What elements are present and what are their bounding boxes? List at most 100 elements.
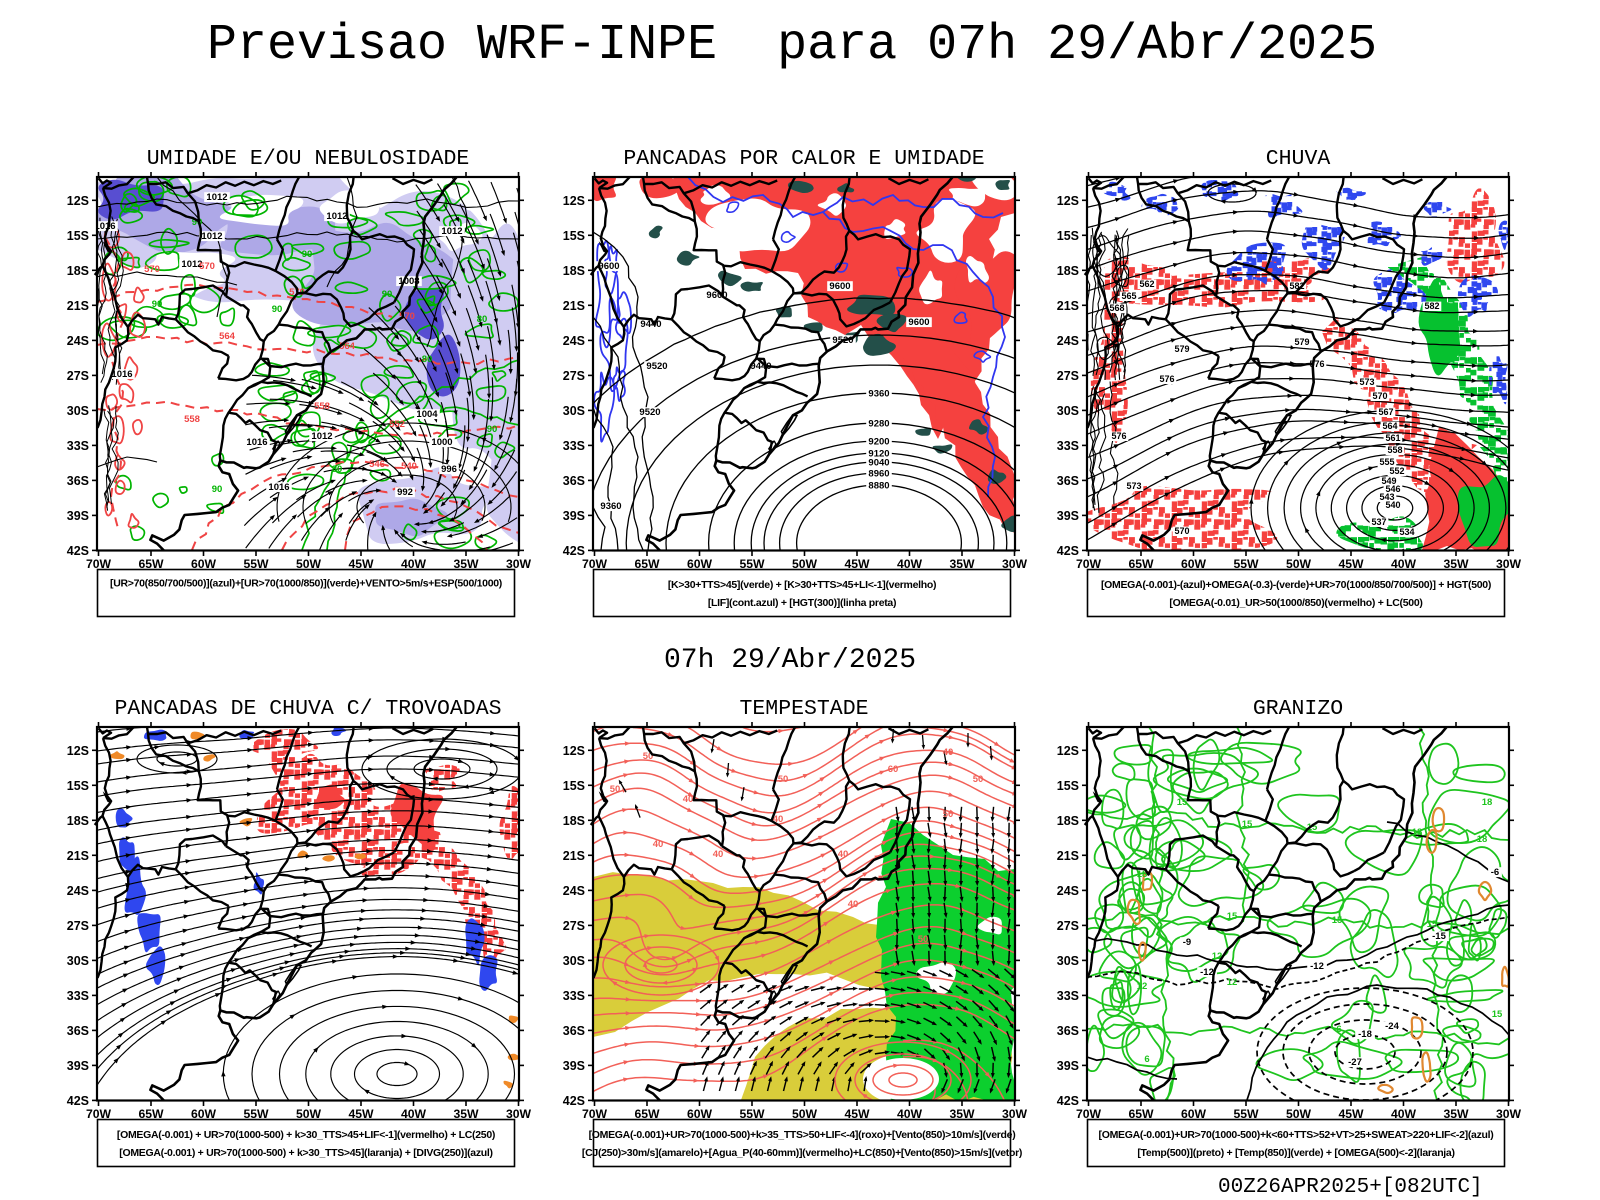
- svg-text:50W: 50W: [295, 557, 321, 571]
- svg-text:15: 15: [1427, 919, 1438, 930]
- svg-text:9600: 9600: [829, 281, 850, 292]
- svg-text:9440: 9440: [640, 319, 661, 330]
- svg-text:9360: 9360: [600, 501, 621, 512]
- svg-text:36S: 36S: [66, 474, 88, 488]
- svg-text:15S: 15S: [1057, 778, 1079, 792]
- svg-text:570: 570: [399, 311, 415, 322]
- svg-text:[K>30+TTS>45](verde) + [K>30: [K>30+TTS>45](verde) + [K>30+TTS>45+LI<-…: [667, 579, 935, 591]
- svg-text:70W: 70W: [581, 1107, 607, 1121]
- svg-text:35W: 35W: [1443, 557, 1469, 571]
- svg-text:12: 12: [1227, 977, 1238, 988]
- svg-text:552: 552: [389, 419, 405, 430]
- svg-text:TEMPESTADE: TEMPESTADE: [739, 697, 868, 721]
- svg-text:27S: 27S: [562, 369, 584, 383]
- svg-text:12S: 12S: [562, 743, 584, 757]
- svg-text:15S: 15S: [66, 229, 88, 243]
- svg-text:570: 570: [144, 264, 160, 275]
- svg-text:15: 15: [1242, 819, 1253, 830]
- svg-text:18S: 18S: [562, 813, 584, 827]
- svg-text:33S: 33S: [1057, 439, 1079, 453]
- svg-text:564: 564: [339, 341, 356, 352]
- svg-text:90: 90: [191, 217, 202, 228]
- svg-text:567: 567: [1378, 407, 1393, 417]
- svg-text:60W: 60W: [686, 557, 712, 571]
- svg-text:570: 570: [1372, 391, 1387, 401]
- svg-text:42S: 42S: [562, 544, 584, 558]
- svg-text:27S: 27S: [66, 369, 88, 383]
- svg-text:12S: 12S: [66, 194, 88, 208]
- svg-text:579: 579: [1174, 344, 1189, 354]
- svg-text:70W: 70W: [1076, 1107, 1102, 1121]
- svg-text:549: 549: [1381, 476, 1396, 486]
- svg-text:36S: 36S: [66, 1023, 88, 1037]
- svg-text:-24: -24: [1385, 1021, 1399, 1032]
- svg-text:30W: 30W: [1496, 1107, 1522, 1121]
- svg-text:35W: 35W: [453, 1107, 479, 1121]
- svg-text:[OMEGA(-0.001) + UR>70(1000-: [OMEGA(-0.001) + UR>70(1000-500) + k>30_…: [116, 1129, 494, 1141]
- svg-text:90: 90: [381, 289, 392, 300]
- svg-text:45W: 45W: [844, 557, 870, 571]
- svg-text:555: 555: [1379, 457, 1394, 467]
- svg-text:90: 90: [271, 304, 282, 315]
- svg-text:30W: 30W: [505, 557, 531, 571]
- svg-text:15S: 15S: [1057, 229, 1079, 243]
- svg-text:582: 582: [1424, 301, 1439, 311]
- svg-text:-12: -12: [1310, 961, 1324, 972]
- svg-text:15S: 15S: [66, 778, 88, 792]
- svg-text:-15: -15: [1432, 931, 1446, 942]
- svg-text:90: 90: [301, 249, 312, 260]
- svg-text:558: 558: [1387, 445, 1402, 455]
- svg-text:UMIDADE E/OU NEBULOSIDADE: UMIDADE E/OU NEBULOSIDADE: [146, 147, 469, 171]
- svg-text:573: 573: [1126, 481, 1141, 491]
- svg-text:1004: 1004: [416, 409, 438, 420]
- svg-text:12S: 12S: [1057, 743, 1079, 757]
- svg-text:562: 562: [1139, 279, 1154, 289]
- svg-text:565: 565: [1121, 291, 1136, 301]
- svg-text:24S: 24S: [66, 883, 88, 897]
- svg-text:[OMEGA(-0.01)_UR>50(1000/850)(: [OMEGA(-0.01)_UR>50(1000/850)(vermelho) …: [1169, 597, 1422, 609]
- svg-text:30S: 30S: [66, 953, 88, 967]
- svg-text:50W: 50W: [791, 1107, 817, 1121]
- svg-text:30W: 30W: [1496, 557, 1522, 571]
- svg-text:543: 543: [1379, 492, 1394, 502]
- svg-text:65W: 65W: [138, 557, 164, 571]
- svg-text:-27: -27: [1348, 1057, 1362, 1068]
- svg-text:30S: 30S: [1057, 404, 1079, 418]
- svg-text:15: 15: [1177, 797, 1188, 808]
- svg-text:30W: 30W: [1001, 1107, 1027, 1121]
- svg-text:9440: 9440: [750, 361, 771, 372]
- svg-text:546: 546: [1385, 484, 1400, 494]
- svg-text:9600: 9600: [706, 290, 727, 301]
- svg-text:579: 579: [1294, 337, 1309, 347]
- svg-text:PANCADAS POR CALOR E UMIDADE: PANCADAS POR CALOR E UMIDADE: [623, 147, 984, 171]
- svg-text:42S: 42S: [66, 1093, 88, 1107]
- svg-text:27S: 27S: [1057, 369, 1079, 383]
- svg-text:36S: 36S: [1057, 474, 1079, 488]
- svg-text:40W: 40W: [1391, 557, 1417, 571]
- svg-text:35W: 35W: [1443, 1107, 1469, 1121]
- svg-text:[OMEGA(-0.001)+UR>70(1000-500): [OMEGA(-0.001)+UR>70(1000-500)+k>35_TTS>…: [588, 1129, 1015, 1141]
- svg-text:50: 50: [777, 774, 788, 785]
- svg-text:12S: 12S: [66, 743, 88, 757]
- svg-text:30S: 30S: [562, 404, 584, 418]
- svg-text:35W: 35W: [949, 557, 975, 571]
- svg-text:40W: 40W: [896, 557, 922, 571]
- svg-text:36S: 36S: [1057, 1023, 1079, 1037]
- svg-text:CHUVA: CHUVA: [1266, 147, 1331, 171]
- svg-text:30W: 30W: [1001, 557, 1027, 571]
- svg-text:6: 6: [1144, 1054, 1149, 1065]
- svg-text:80: 80: [421, 354, 432, 365]
- svg-text:15S: 15S: [562, 229, 584, 243]
- svg-text:564: 564: [1382, 421, 1397, 431]
- svg-text:15: 15: [1332, 915, 1343, 926]
- svg-text:42S: 42S: [562, 1093, 584, 1107]
- svg-text:40: 40: [772, 814, 783, 825]
- svg-text:1012: 1012: [201, 231, 222, 242]
- svg-text:8880: 8880: [868, 481, 889, 492]
- svg-text:540: 540: [401, 461, 417, 472]
- svg-text:546: 546: [369, 459, 385, 470]
- svg-text:1016: 1016: [111, 369, 132, 380]
- svg-text:45W: 45W: [348, 1107, 374, 1121]
- svg-text:27S: 27S: [562, 918, 584, 932]
- svg-text:18S: 18S: [562, 264, 584, 278]
